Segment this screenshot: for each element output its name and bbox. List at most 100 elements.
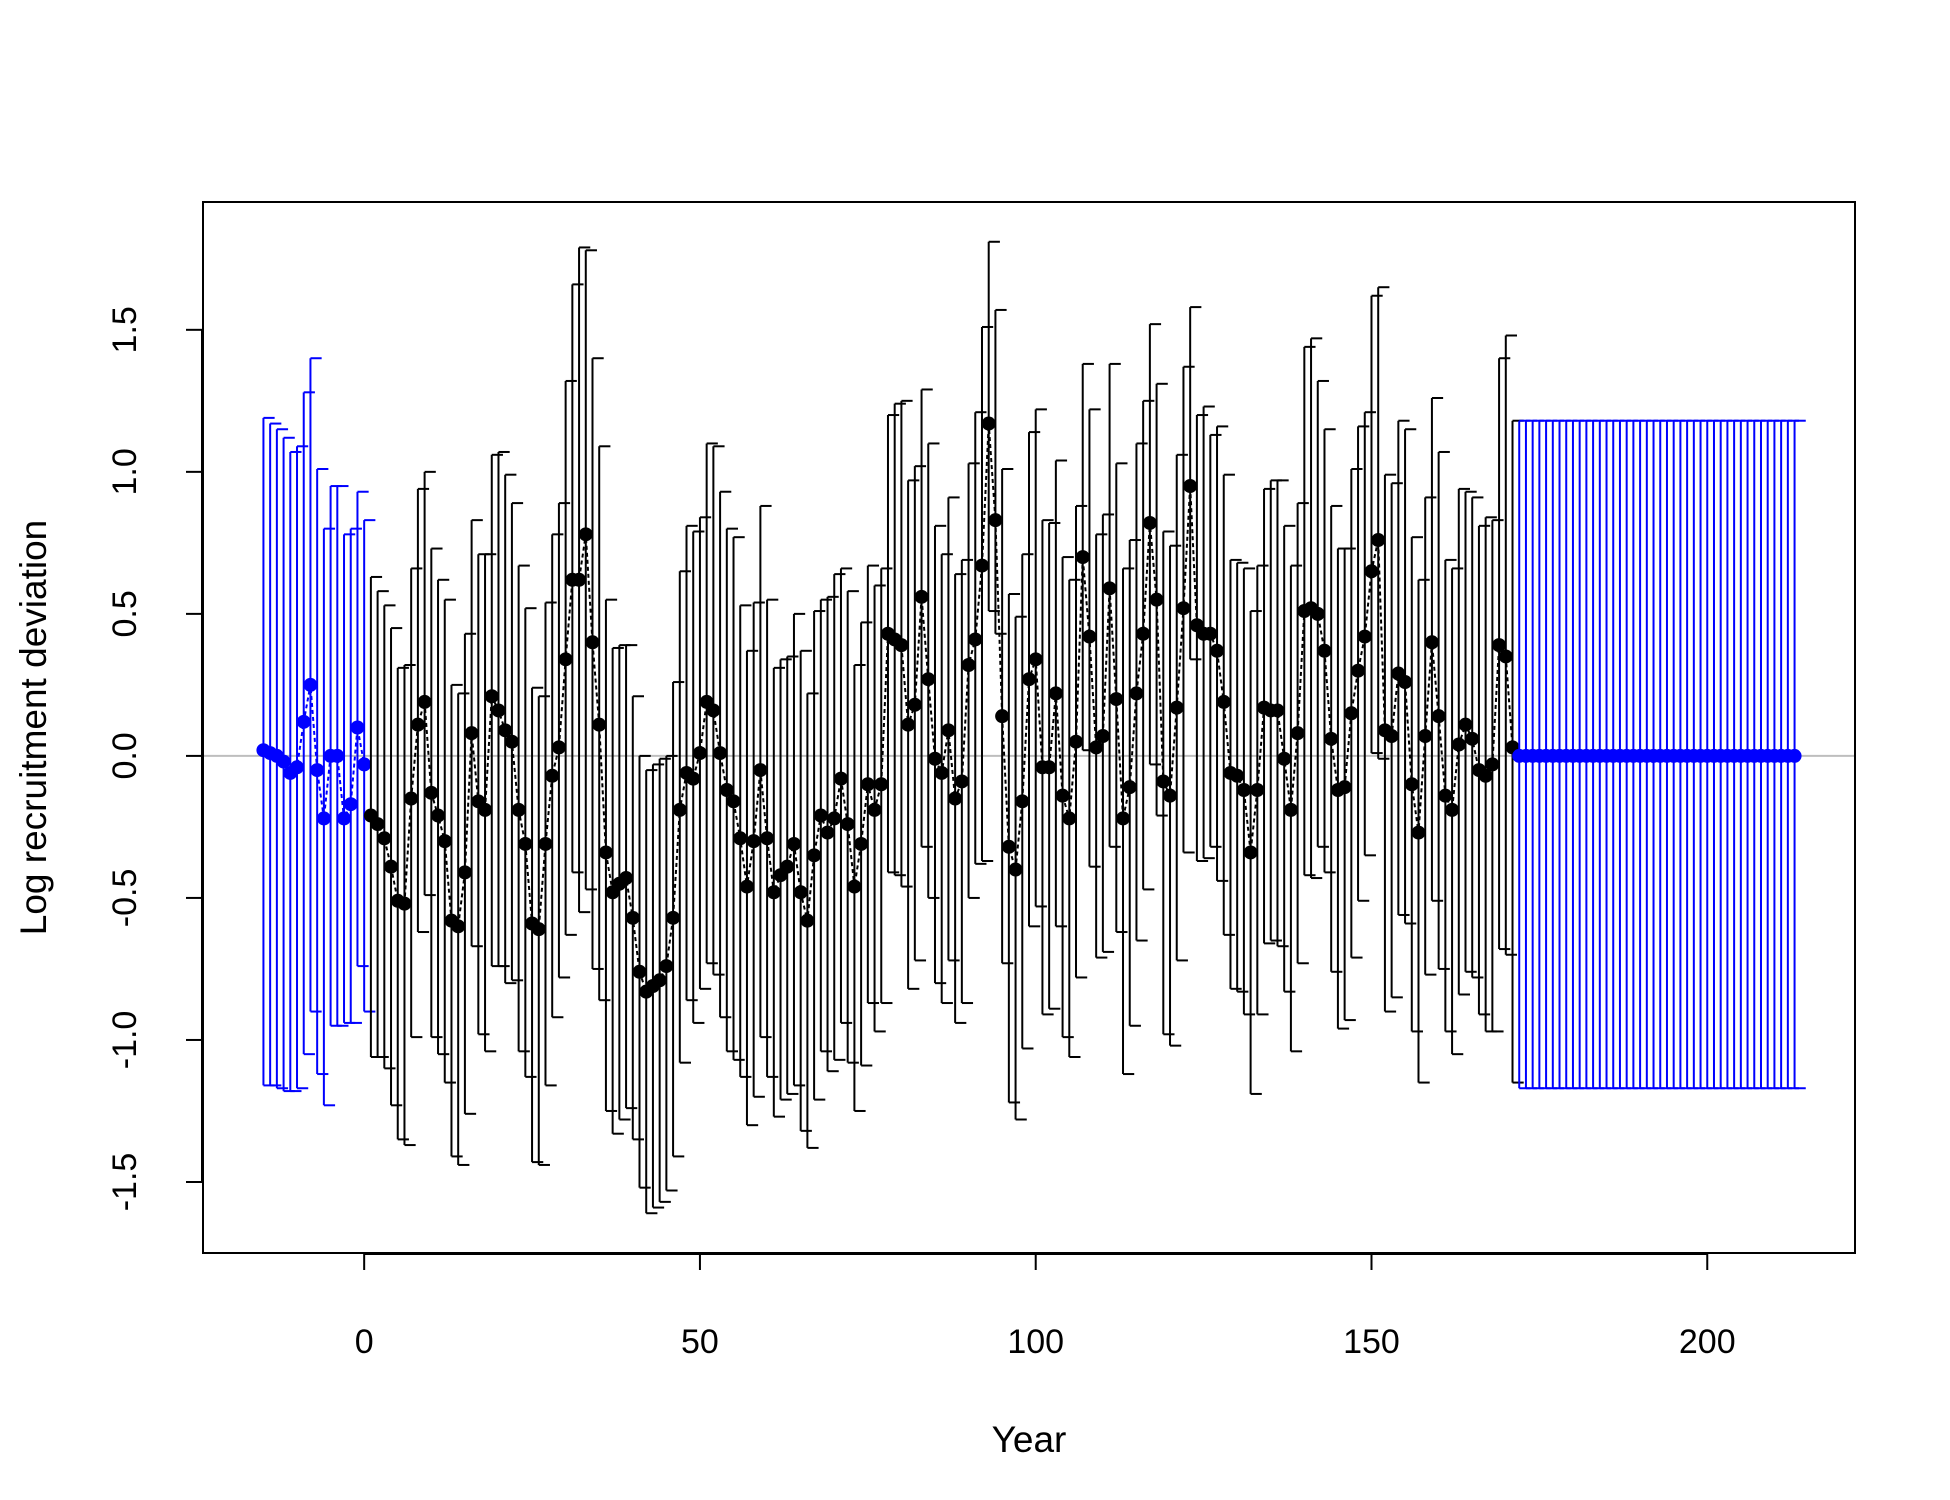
error-bar <box>819 598 833 1053</box>
main-point <box>786 836 801 851</box>
main-point <box>1438 788 1453 803</box>
main-point <box>1411 825 1426 840</box>
main-point <box>1337 780 1352 795</box>
main-point <box>1095 729 1110 744</box>
main-point <box>733 831 748 846</box>
main-point <box>1210 643 1225 658</box>
main-point <box>672 802 687 817</box>
y-tick-label: -1.0 <box>106 1011 144 1070</box>
main-point <box>1465 731 1480 746</box>
error-bar <box>685 524 698 1002</box>
main-point <box>753 763 768 778</box>
error-bar <box>1464 490 1477 973</box>
main-point <box>478 802 493 817</box>
x-tick-label: 0 <box>355 1323 374 1361</box>
error-bar <box>886 414 900 874</box>
main-point <box>739 879 754 894</box>
main-point <box>813 808 828 823</box>
main-point <box>1310 606 1325 621</box>
main-point <box>666 910 681 925</box>
error-bar <box>1377 286 1390 760</box>
main-point <box>907 697 922 712</box>
main-point <box>726 794 741 809</box>
main-point <box>995 709 1010 724</box>
main-point <box>404 791 419 806</box>
main-point <box>1075 550 1090 565</box>
main-point <box>1055 788 1070 803</box>
main-point <box>498 723 513 738</box>
main-point <box>1458 717 1473 732</box>
main-point <box>1042 760 1057 775</box>
early-point <box>303 677 318 692</box>
error-bar <box>1195 414 1209 863</box>
main-point <box>1324 731 1339 746</box>
main-point <box>592 717 607 732</box>
main-point <box>706 703 721 718</box>
main-point <box>1290 726 1305 741</box>
series-layer <box>256 240 1806 1215</box>
main-point <box>457 865 472 880</box>
main-point <box>1008 862 1023 877</box>
main-point <box>518 836 533 851</box>
main-point <box>1001 839 1016 854</box>
error-bar <box>839 567 853 1024</box>
main-point <box>437 834 452 849</box>
main-point <box>1022 672 1036 687</box>
main-point <box>632 964 647 979</box>
early-point <box>310 763 325 778</box>
main-point <box>1445 802 1460 817</box>
main-point <box>1243 845 1258 860</box>
main-point <box>1015 794 1030 809</box>
main-point <box>914 589 929 604</box>
main-point <box>921 672 936 687</box>
main-point <box>954 774 969 789</box>
main-point <box>417 694 432 709</box>
main-point <box>598 845 613 860</box>
main-point <box>833 771 848 786</box>
x-axis-title: Year <box>992 1419 1067 1460</box>
main-point <box>484 689 499 704</box>
main-point <box>511 802 526 817</box>
main-point <box>1351 663 1366 678</box>
main-point <box>377 831 392 846</box>
main-point <box>538 836 553 851</box>
main-point <box>504 734 519 749</box>
error-bar <box>591 357 604 970</box>
main-point <box>1431 709 1446 724</box>
main-point <box>1109 692 1124 707</box>
main-point <box>659 959 674 974</box>
main-point <box>1357 629 1372 644</box>
main-point <box>1485 757 1500 772</box>
error-bar <box>665 754 678 1192</box>
x-axis: 0 50 100 150 200 <box>355 1253 1736 1361</box>
main-point <box>827 811 842 826</box>
main-point <box>491 703 506 718</box>
main-point <box>692 746 707 761</box>
main-point <box>901 717 916 732</box>
main-point <box>585 635 600 650</box>
forecast-point <box>1787 748 1802 763</box>
early-point <box>330 748 345 763</box>
main-point <box>451 919 466 934</box>
main-point <box>874 777 889 792</box>
main-point <box>807 848 822 863</box>
main-point <box>625 910 640 925</box>
error-bar <box>584 249 597 891</box>
early-point <box>343 797 358 812</box>
main-point <box>1283 802 1298 817</box>
main-point <box>927 751 942 766</box>
main-point <box>1183 479 1198 494</box>
error-bar <box>1148 323 1162 766</box>
error-bar <box>913 465 927 962</box>
main-point <box>1277 751 1292 766</box>
main-point <box>1163 788 1178 803</box>
main-point <box>867 802 882 817</box>
main-point <box>410 717 425 732</box>
main-point <box>1492 638 1507 653</box>
main-point <box>545 768 560 783</box>
main-point <box>1364 564 1379 579</box>
main-point <box>1142 515 1157 530</box>
main-point <box>760 831 775 846</box>
error-bar <box>1357 425 1370 902</box>
main-point <box>1250 782 1265 797</box>
